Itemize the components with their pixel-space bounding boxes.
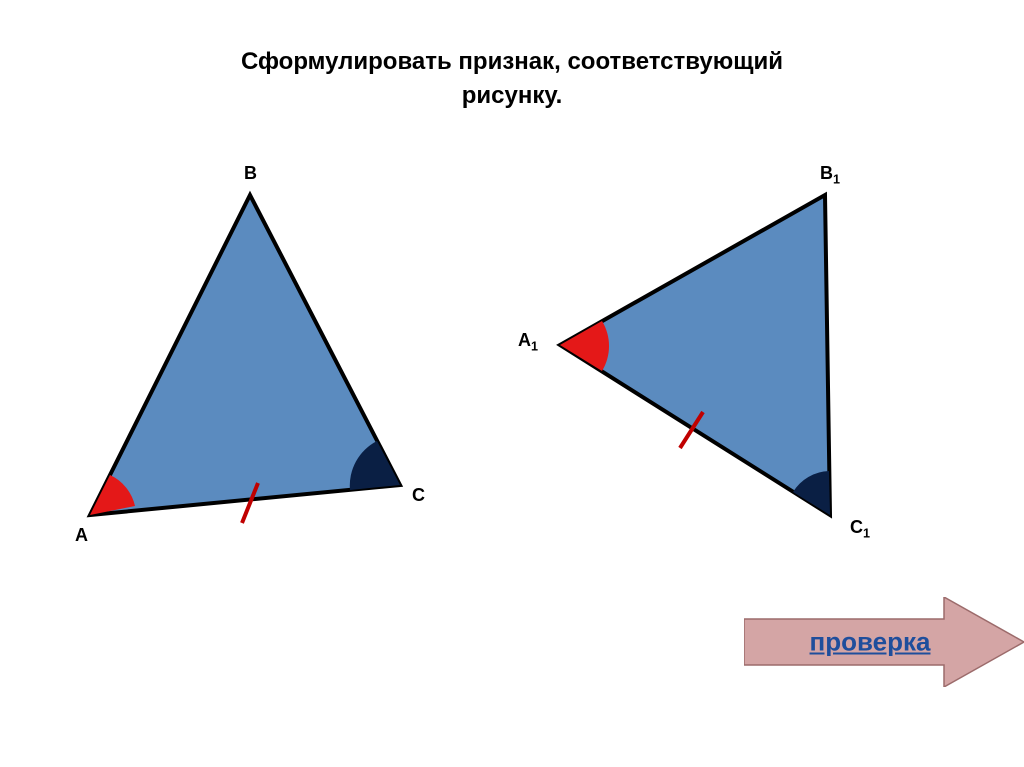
page-title: Сформулировать признак, соответствующий …: [0, 45, 1024, 112]
vertex-label-C: C: [412, 485, 425, 506]
vertex-label-B1: B1: [820, 163, 840, 187]
title-line-2: рисунку.: [0, 79, 1024, 113]
check-arrow-label: проверка: [810, 627, 931, 658]
triangles-svg: [0, 165, 1024, 575]
check-arrow-button[interactable]: проверка: [744, 597, 1024, 687]
vertex-label-B: B: [244, 163, 257, 184]
vertex-label-A: A: [75, 525, 88, 546]
angle-marker-A1: [560, 321, 609, 371]
title-line-1: Сформулировать признак, соответствующий: [0, 45, 1024, 79]
diagram-area: B A C B1 A1 C1: [0, 165, 1024, 575]
vertex-label-C1: C1: [850, 517, 870, 541]
vertex-label-A1: A1: [518, 330, 538, 354]
